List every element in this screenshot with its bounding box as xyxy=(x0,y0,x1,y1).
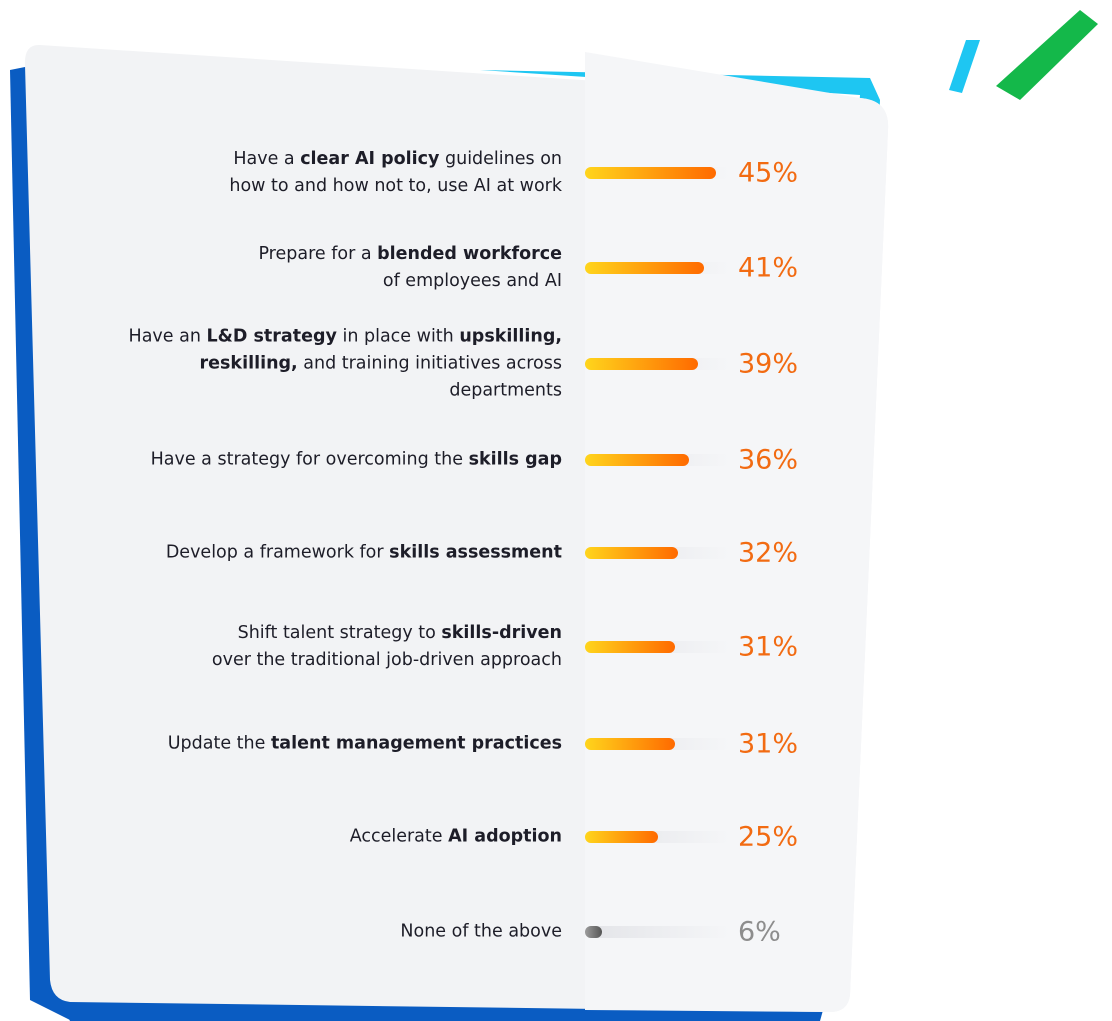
bar xyxy=(585,926,603,938)
category-label: Accelerate AI adoption xyxy=(350,824,562,851)
value-label: 31% xyxy=(738,631,799,663)
label-segment: of employees and AI xyxy=(382,271,562,291)
label-segment: Have a strategy for overcoming the xyxy=(150,449,469,470)
category-label: Develop a framework for skills assessmen… xyxy=(166,540,562,567)
label-segment: talent management practices xyxy=(270,733,562,754)
bar xyxy=(585,167,716,179)
label-segment: skills gap xyxy=(468,449,562,470)
category-label: None of the above xyxy=(400,919,562,946)
bar-track xyxy=(585,926,730,938)
label-segment: skills assessment xyxy=(389,542,562,563)
value-label: 39% xyxy=(738,348,799,380)
label-segment: and training initiatives across departme… xyxy=(303,353,562,401)
label-segment: Prepare for a xyxy=(258,244,378,264)
value-label: 6% xyxy=(738,916,781,948)
bar xyxy=(585,454,690,466)
value-label: 32% xyxy=(738,537,799,569)
label-segment: Have a xyxy=(233,149,301,169)
label-segment: L&D strategy xyxy=(206,326,337,347)
bar xyxy=(585,738,675,750)
decor-green xyxy=(996,10,1098,100)
category-label: Have a clear AI policy guidelines on how… xyxy=(229,146,562,200)
value-label: 25% xyxy=(738,821,799,853)
bar xyxy=(585,262,704,274)
bar xyxy=(585,641,675,653)
category-label: Have an L&D strategy in place with upski… xyxy=(129,324,562,405)
bar xyxy=(585,358,699,370)
label-segment: Accelerate xyxy=(349,826,449,847)
category-label: Shift talent strategy to skills-driven o… xyxy=(212,620,562,674)
bar xyxy=(585,547,678,559)
category-label: Update the talent management practices xyxy=(168,731,562,758)
category-label: Have a strategy for overcoming the skill… xyxy=(151,447,562,474)
label-segment: Update the xyxy=(167,733,271,754)
decor-cyan xyxy=(949,40,980,93)
card-fold xyxy=(585,52,889,1012)
value-label: 45% xyxy=(738,157,799,189)
label-segment: skills-driven xyxy=(441,623,562,643)
label-segment: Develop a framework for xyxy=(165,542,390,563)
bar xyxy=(585,831,658,843)
label-segment: None of the above xyxy=(400,921,562,942)
label-segment: in place with xyxy=(336,326,460,347)
label-segment: Shift talent strategy to xyxy=(237,623,442,643)
value-label: 41% xyxy=(738,252,799,284)
label-segment: upskilling, reskilling, xyxy=(199,326,562,374)
label-segment: over the traditional job-driven approach xyxy=(211,650,562,670)
category-label: Prepare for a blended workforce of emplo… xyxy=(258,241,562,295)
value-label: 31% xyxy=(738,728,799,760)
label-segment: blended workforce xyxy=(377,244,562,264)
label-segment: Have an xyxy=(128,326,207,347)
label-segment: clear AI policy xyxy=(300,149,440,169)
label-segment: AI adoption xyxy=(448,826,562,847)
label-segment: guidelines on how to and how not to, use… xyxy=(229,149,562,196)
value-label: 36% xyxy=(738,444,799,476)
